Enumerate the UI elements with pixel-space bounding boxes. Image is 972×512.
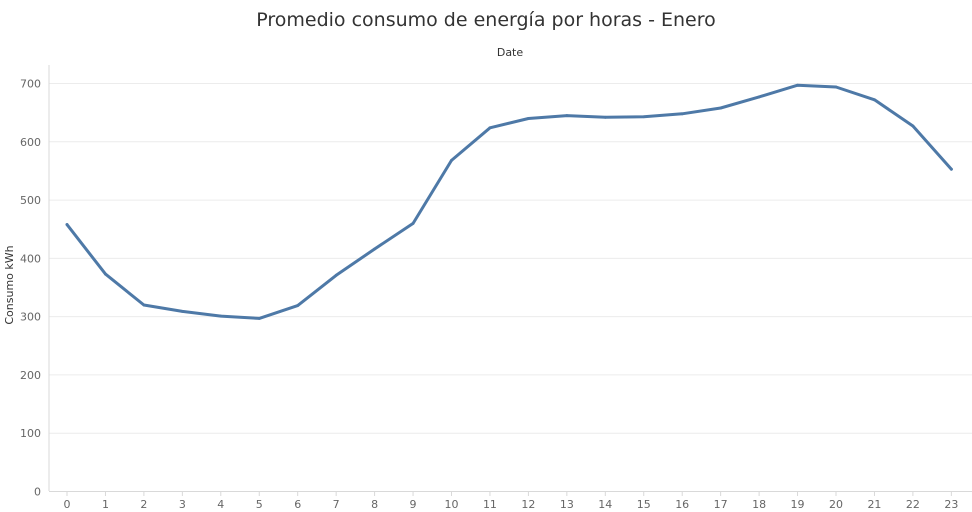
data-point xyxy=(219,314,223,318)
data-point xyxy=(834,85,838,89)
data-point xyxy=(257,316,261,320)
data-point xyxy=(450,159,453,162)
y-tick-label: 500 xyxy=(20,194,41,207)
y-tick-label: 100 xyxy=(20,427,41,440)
data-point xyxy=(65,223,69,226)
data-point xyxy=(873,98,876,102)
y-tick-label: 300 xyxy=(20,311,41,324)
x-tick-label: 22 xyxy=(906,498,920,511)
x-tick-label: 4 xyxy=(217,498,224,511)
y-tick-label: 600 xyxy=(20,136,41,149)
x-tick-label: 9 xyxy=(410,498,417,511)
data-point xyxy=(911,124,915,128)
data-point xyxy=(719,106,723,110)
data-point xyxy=(180,309,184,313)
x-tick-label: 11 xyxy=(483,498,497,511)
data-point xyxy=(411,221,415,225)
y-tick-label: 200 xyxy=(20,369,41,382)
x-tick-label: 14 xyxy=(598,498,612,511)
x-tick-label: 23 xyxy=(944,498,958,511)
x-tick-label: 3 xyxy=(179,498,186,511)
data-point xyxy=(488,126,492,130)
x-tick-label: 19 xyxy=(791,498,805,511)
x-tick-label: 20 xyxy=(829,498,843,511)
y-axis-ticks: 0 100 200 300 400 500 600 700 xyxy=(20,78,41,499)
data-point xyxy=(142,303,146,307)
data-point xyxy=(334,273,338,277)
x-tick-label: 8 xyxy=(371,498,378,511)
x-tick-label: 13 xyxy=(560,498,574,511)
data-point xyxy=(527,117,530,120)
x-tick-label: 2 xyxy=(140,498,147,511)
gridlines xyxy=(49,83,972,492)
x-tick-label: 15 xyxy=(637,498,651,511)
x-tick-label: 7 xyxy=(333,498,340,511)
data-point xyxy=(796,83,799,87)
series-points xyxy=(65,83,953,320)
y-tick-label: 400 xyxy=(20,252,41,265)
data-point xyxy=(680,112,684,116)
x-tick-label: 16 xyxy=(675,498,689,511)
data-point xyxy=(603,115,607,119)
x-tick-label: 12 xyxy=(521,498,535,511)
x-axis-title: Date xyxy=(496,46,524,59)
x-tick-label: 6 xyxy=(294,498,301,511)
x-tick-label: 18 xyxy=(752,498,766,511)
x-tick-label: 1 xyxy=(102,498,109,511)
data-point xyxy=(949,167,953,171)
data-point xyxy=(104,272,107,276)
data-point xyxy=(373,247,376,251)
x-tick-label: 17 xyxy=(714,498,728,511)
x-axis-ticks: 0 1 2 3 4 5 6 7 8 9 10 11 12 13 14 15 16 17 18 19 20 21 22 23 xyxy=(64,491,958,511)
data-point xyxy=(642,115,646,119)
y-axis-title: Consumo kWh xyxy=(3,245,16,324)
series-line xyxy=(65,83,953,320)
data-point xyxy=(757,95,761,99)
x-tick-label: 0 xyxy=(64,498,71,511)
data-point xyxy=(296,304,300,307)
data-point xyxy=(565,114,569,117)
y-tick-label: 700 xyxy=(20,78,41,91)
y-tick-label: 0 xyxy=(34,486,41,499)
x-tick-label: 10 xyxy=(445,498,459,511)
chart-title: Promedio consumo de energía por horas - … xyxy=(256,9,716,31)
x-tick-label: 21 xyxy=(867,498,881,511)
x-tick-label: 5 xyxy=(256,498,263,511)
